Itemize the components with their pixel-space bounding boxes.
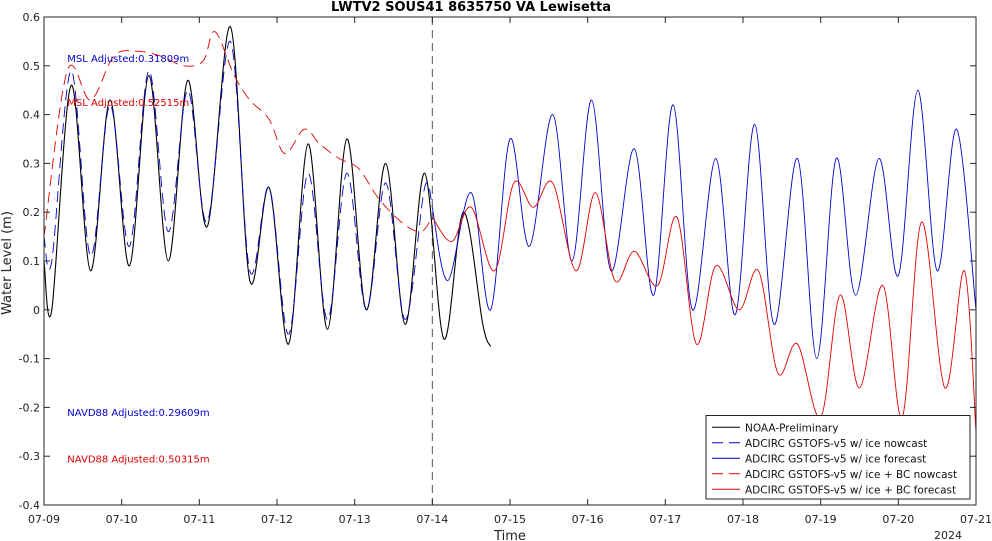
legend-label-5: ADCIRC GSTOFS-v5 w/ ice + BC forecast	[745, 484, 956, 496]
legend-box	[705, 415, 971, 500]
x-tick-label: 07-19	[805, 513, 837, 526]
y-tick-label: 0.4	[23, 109, 41, 122]
x-tick-label: 07-17	[649, 513, 681, 526]
y-axis-label: Water Level (m)	[0, 211, 15, 315]
legend-label-4: ADCIRC GSTOFS-v5 w/ ice + BC nowcast	[745, 469, 957, 481]
legend-label-2: ADCIRC GSTOFS-v5 w/ ice nowcast	[745, 438, 927, 450]
x-tick-label: 07-11	[183, 513, 215, 526]
y-tick-label: -0.4	[19, 499, 40, 512]
x-tick-label: 07-16	[572, 513, 604, 526]
y-tick-label: -0.1	[19, 353, 40, 366]
x-tick-label: 07-14	[416, 513, 448, 526]
y-tick-label: 0.5	[23, 60, 41, 73]
annotation-2: MSL Adjusted:0.52515m	[67, 98, 189, 109]
y-tick-label: 0	[33, 304, 40, 317]
x-tick-label: 07-15	[494, 513, 526, 526]
y-tick-label: 0.3	[23, 157, 41, 170]
x-tick-label: 07-21	[960, 513, 992, 526]
annotations: MSL Adjusted:0.31809m MSL Adjusted:0.5251…	[67, 54, 209, 466]
legend-label-3: ADCIRC GSTOFS-v5 w/ ice forecast	[745, 453, 926, 465]
y-tick-label: -0.2	[19, 401, 40, 414]
series-group	[44, 26, 976, 432]
chart-title: LWTV2 SOUS41 8635750 VA Lewisetta	[331, 0, 611, 15]
x-tick-label: 07-09	[28, 513, 60, 526]
x-tick-label: 07-10	[106, 513, 138, 526]
y-tick-label: 0.1	[23, 255, 41, 268]
y-tick-label: 0.2	[23, 206, 41, 219]
x-tick-label: 07-18	[727, 513, 759, 526]
legend-label-1: NOAA-Preliminary	[745, 422, 838, 434]
series-line-1	[44, 26, 492, 347]
y-tick-label: 0.6	[23, 11, 41, 24]
x-axis-label: Time	[493, 529, 526, 541]
annotation-4: NAVD88 Adjusted:0.50315m	[67, 455, 209, 466]
series-line-2	[44, 40, 433, 335]
series-line-4	[44, 31, 433, 237]
y-tick-label: -0.3	[19, 450, 40, 463]
x-axis-year-label: 2024	[934, 529, 962, 541]
annotation-3: NAVD88 Adjusted:0.29609m	[67, 408, 209, 419]
annotation-1: MSL Adjusted:0.31809m	[67, 54, 189, 65]
x-tick-label: 07-12	[261, 513, 293, 526]
x-tick-label: 07-20	[882, 513, 914, 526]
series-line-3	[431, 89, 976, 360]
plot-area	[44, 17, 976, 505]
x-tick-label: 07-13	[339, 513, 371, 526]
series-line-5	[431, 180, 976, 432]
legend: NOAA-Preliminary ADCIRC GSTOFS-v5 w/ ice …	[705, 415, 971, 500]
axes: 07-09 07-10 07-11 07-12 07-13 07-14 07-15 07-16…	[19, 11, 992, 526]
